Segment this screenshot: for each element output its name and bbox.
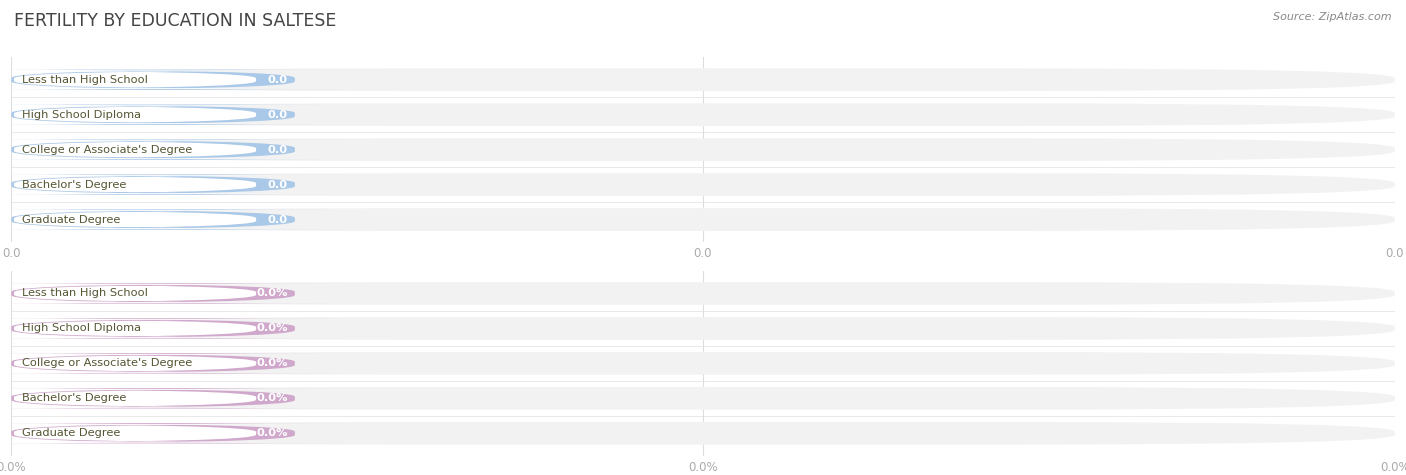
FancyBboxPatch shape <box>11 68 1395 91</box>
FancyBboxPatch shape <box>0 318 343 339</box>
Text: 0.0: 0.0 <box>267 180 288 190</box>
FancyBboxPatch shape <box>0 174 343 195</box>
FancyBboxPatch shape <box>0 141 318 159</box>
FancyBboxPatch shape <box>0 424 318 442</box>
FancyBboxPatch shape <box>11 138 1395 161</box>
FancyBboxPatch shape <box>11 422 1395 445</box>
Text: FERTILITY BY EDUCATION IN SALTESE: FERTILITY BY EDUCATION IN SALTESE <box>14 12 336 30</box>
FancyBboxPatch shape <box>0 354 318 372</box>
Text: Graduate Degree: Graduate Degree <box>22 428 121 438</box>
FancyBboxPatch shape <box>0 283 343 304</box>
FancyBboxPatch shape <box>11 282 1395 305</box>
Text: High School Diploma: High School Diploma <box>22 323 142 333</box>
FancyBboxPatch shape <box>0 209 343 230</box>
Text: 0.0%: 0.0% <box>256 428 288 438</box>
FancyBboxPatch shape <box>0 423 343 444</box>
Text: 0.0: 0.0 <box>267 144 288 155</box>
FancyBboxPatch shape <box>0 319 318 338</box>
Text: Source: ZipAtlas.com: Source: ZipAtlas.com <box>1274 12 1392 22</box>
FancyBboxPatch shape <box>11 352 1395 375</box>
FancyBboxPatch shape <box>0 69 343 90</box>
Text: 0.0%: 0.0% <box>256 323 288 333</box>
FancyBboxPatch shape <box>11 104 1395 126</box>
FancyBboxPatch shape <box>0 389 318 408</box>
Text: High School Diploma: High School Diploma <box>22 110 142 120</box>
Text: 0.0%: 0.0% <box>256 393 288 403</box>
FancyBboxPatch shape <box>0 353 343 373</box>
FancyBboxPatch shape <box>0 140 343 160</box>
Text: 0.0: 0.0 <box>267 75 288 85</box>
FancyBboxPatch shape <box>0 210 318 228</box>
FancyBboxPatch shape <box>0 105 318 124</box>
FancyBboxPatch shape <box>0 175 318 194</box>
Text: 0.0%: 0.0% <box>256 288 288 298</box>
FancyBboxPatch shape <box>0 71 318 89</box>
Text: 0.0: 0.0 <box>267 110 288 120</box>
Text: Graduate Degree: Graduate Degree <box>22 215 121 225</box>
FancyBboxPatch shape <box>0 104 343 125</box>
Text: College or Associate's Degree: College or Associate's Degree <box>22 358 193 369</box>
Text: 0.0: 0.0 <box>267 215 288 225</box>
FancyBboxPatch shape <box>11 317 1395 340</box>
Text: Less than High School: Less than High School <box>22 75 148 85</box>
Text: Bachelor's Degree: Bachelor's Degree <box>22 180 127 190</box>
FancyBboxPatch shape <box>0 285 318 303</box>
FancyBboxPatch shape <box>0 388 343 408</box>
Text: 0.0%: 0.0% <box>256 358 288 369</box>
Text: Less than High School: Less than High School <box>22 288 148 298</box>
Text: College or Associate's Degree: College or Associate's Degree <box>22 144 193 155</box>
FancyBboxPatch shape <box>11 387 1395 409</box>
FancyBboxPatch shape <box>11 173 1395 196</box>
FancyBboxPatch shape <box>11 208 1395 231</box>
Text: Bachelor's Degree: Bachelor's Degree <box>22 393 127 403</box>
